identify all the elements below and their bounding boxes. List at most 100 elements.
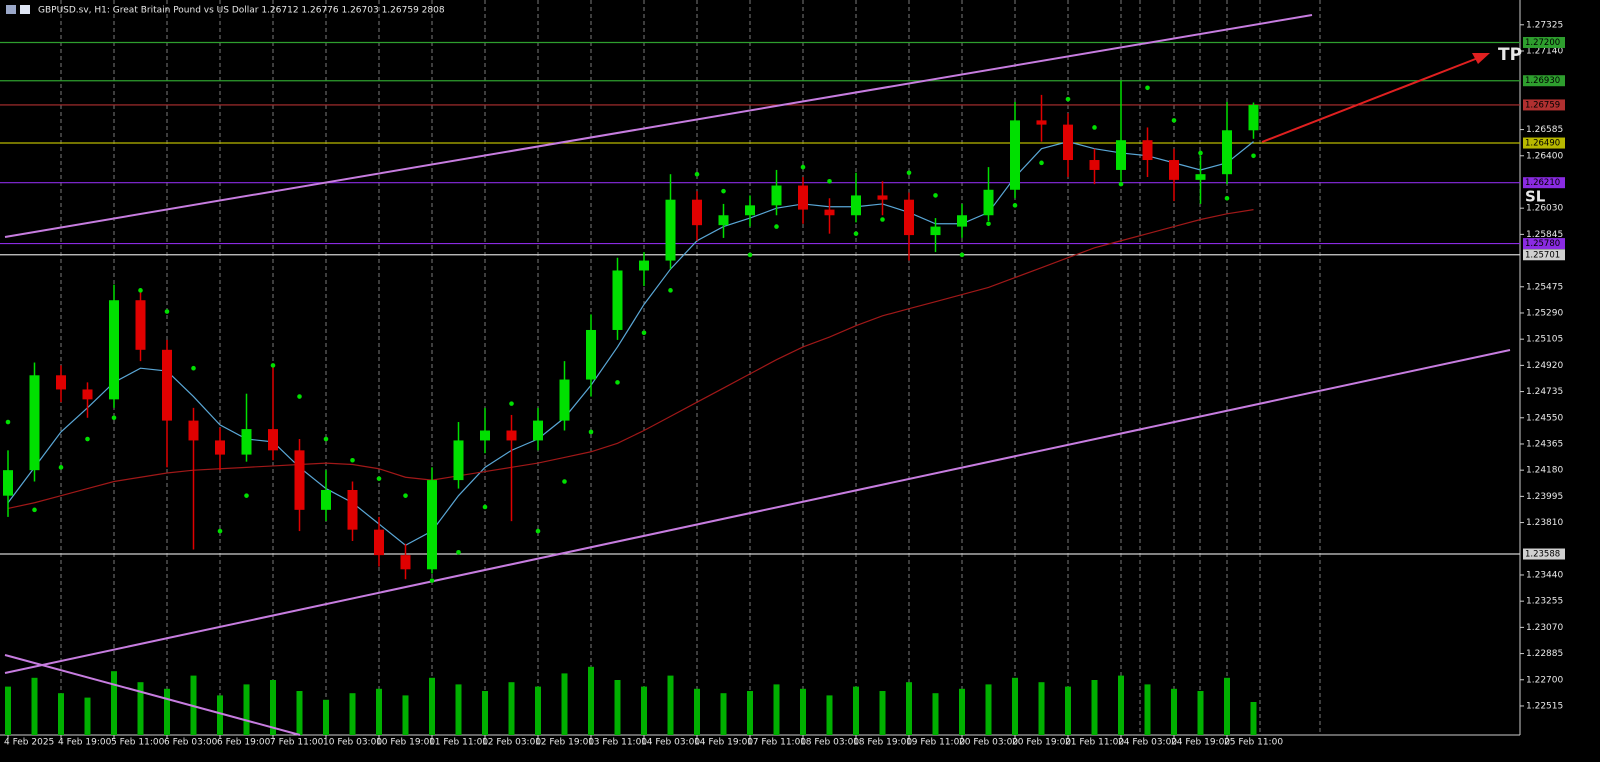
- sar-dot: [853, 231, 859, 236]
- price-level-label: 1.26759: [1525, 100, 1560, 110]
- candle-body: [374, 529, 384, 556]
- volume-bar: [959, 688, 965, 735]
- volume-bar: [111, 671, 117, 735]
- y-tick-label: 1.24550: [1526, 413, 1563, 423]
- moving-average: [7, 209, 1254, 509]
- volume-bar: [747, 691, 753, 735]
- y-tick-label: 1.23255: [1526, 597, 1563, 607]
- chart-icon[interactable]: [20, 5, 30, 14]
- sar-dot: [668, 288, 673, 293]
- sar-dot: [1224, 195, 1230, 201]
- y-tick-label: 1.24920: [1526, 361, 1563, 371]
- trendline: [4, 654, 301, 736]
- price-level-tag: [1523, 75, 1565, 87]
- y-tick-label: 1.25475: [1526, 282, 1563, 292]
- volume-bar: [1250, 702, 1257, 735]
- x-tick-label: 24 Feb 03:00: [1118, 738, 1177, 748]
- y-tick-label: 1.23995: [1526, 492, 1563, 502]
- volume-bar: [84, 697, 91, 735]
- x-tick-label: 14 Feb 03:00: [641, 738, 700, 748]
- x-tick-label: 6 Feb 03:00: [164, 738, 218, 748]
- sar-dot: [959, 252, 965, 258]
- sar-dot: [244, 493, 249, 498]
- channel-lower: [4, 349, 1511, 674]
- y-tick-label: 1.24365: [1526, 439, 1563, 449]
- x-tick-label: 5 Feb 11:00: [111, 738, 165, 748]
- sar-dot: [350, 457, 355, 463]
- candle-body: [1142, 140, 1153, 161]
- sar-dot: [138, 288, 143, 293]
- y-tick-label: 1.23070: [1526, 623, 1563, 633]
- sar-dot: [1171, 118, 1177, 123]
- volume-bar: [1144, 684, 1151, 735]
- x-tick-label: 21 Feb 11:00: [1065, 738, 1124, 748]
- sar-dot: [562, 479, 567, 484]
- price-level-label: 1.23588: [1525, 550, 1560, 560]
- sar-dot: [694, 171, 700, 177]
- candle-body: [586, 329, 596, 380]
- y-tick-label: 1.24735: [1526, 387, 1563, 397]
- volume-bar: [5, 686, 11, 735]
- price-level-tag: [1523, 99, 1565, 111]
- candle-body: [241, 429, 252, 455]
- channel-upper: [4, 14, 1313, 238]
- volume-bar: [1118, 675, 1124, 735]
- volume-bar: [31, 677, 38, 735]
- y-tick-label: 1.22885: [1526, 649, 1563, 659]
- sar-dot: [429, 578, 435, 583]
- volume-bar: [1065, 686, 1071, 735]
- candles-layer: [3, 80, 1259, 583]
- y-tick-label: 1.23440: [1526, 570, 1563, 580]
- candle-body: [559, 379, 570, 421]
- candle-body: [983, 189, 994, 216]
- candle-body: [1248, 104, 1259, 131]
- price-level-tag: [1523, 177, 1565, 189]
- x-tick-label: 10 Feb 03:00: [323, 738, 382, 748]
- price-level-label: 1.27200: [1525, 38, 1560, 48]
- candle-body: [347, 490, 358, 530]
- candle-body: [1089, 160, 1100, 170]
- candle-body: [1036, 120, 1047, 125]
- sar-dot: [880, 217, 885, 222]
- menu-icon[interactable]: [6, 5, 16, 14]
- candle-body: [480, 430, 490, 441]
- x-tick-label: 6 Feb 19:00: [217, 738, 271, 748]
- volume-layer: [5, 666, 1257, 735]
- sar-dot: [827, 178, 832, 184]
- target-arrow: [1261, 57, 1479, 143]
- volume-bar: [323, 699, 329, 735]
- volume-bar: [588, 666, 594, 735]
- sar-dot: [32, 507, 37, 513]
- x-tick-label: 20 Feb 03:00: [959, 738, 1018, 748]
- candle-body: [665, 199, 676, 261]
- price-level-label: 1.26930: [1525, 76, 1560, 86]
- candle-body: [930, 226, 941, 236]
- candle-body: [1116, 140, 1126, 170]
- sar-dot: [376, 476, 382, 481]
- candle-body: [29, 375, 40, 471]
- candle-body: [745, 205, 755, 216]
- volume-bar: [667, 675, 674, 735]
- volume-bar: [932, 693, 939, 735]
- sar-dot: [1118, 181, 1124, 187]
- candle-body: [188, 420, 199, 441]
- sar-dot: [774, 224, 779, 229]
- x-tick-label: 18 Feb 19:00: [853, 738, 912, 748]
- sar-dot: [191, 365, 196, 371]
- candle-body: [135, 300, 146, 350]
- y-tick-label: 1.22700: [1526, 675, 1563, 685]
- y-tick-label: 1.23810: [1526, 518, 1563, 528]
- candle-body: [1010, 120, 1020, 190]
- candle-body: [957, 215, 967, 227]
- volume-bar: [164, 688, 170, 735]
- y-tick-label: 1.22515: [1526, 701, 1563, 711]
- moving-average: [7, 140, 1254, 546]
- price-level-label: 1.26490: [1525, 139, 1560, 149]
- sar-dot: [58, 465, 64, 470]
- candle-body: [82, 389, 93, 400]
- sar-dot: [1145, 85, 1150, 91]
- sar-dot: [164, 309, 170, 314]
- candle-body: [1063, 124, 1073, 161]
- price-level-tag: [1523, 238, 1565, 250]
- sar-dot: [1039, 160, 1044, 166]
